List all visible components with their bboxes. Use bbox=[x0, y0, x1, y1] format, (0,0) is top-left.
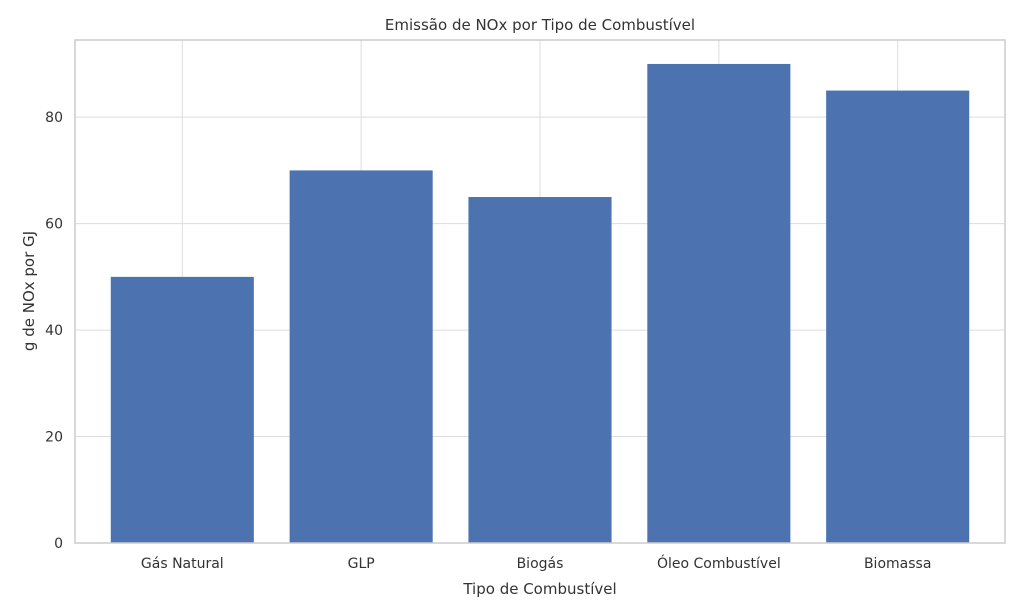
x-tick-label: Biogás bbox=[517, 556, 564, 572]
y-tick-label: 80 bbox=[45, 110, 63, 126]
x-axis-label: Tipo de Combustível bbox=[462, 580, 616, 598]
bar bbox=[647, 63, 791, 543]
chart-title: Emissão de NOx por Tipo de Combustível bbox=[385, 16, 695, 34]
plot-frame bbox=[74, 39, 1006, 544]
x-ticks: Gás Natural GLP Biogás Óleo Combustível Biom… bbox=[141, 554, 932, 572]
y-tick-label: 20 bbox=[45, 430, 63, 446]
y-tick-label: 40 bbox=[45, 323, 63, 339]
bar bbox=[110, 276, 254, 543]
y-axis-label: g de NOx por GJ bbox=[20, 231, 38, 351]
x-tick-label: GLP bbox=[348, 556, 375, 572]
bar bbox=[289, 170, 433, 543]
y-ticks: 0 20 40 60 80 bbox=[45, 110, 63, 552]
bars-layer bbox=[110, 63, 970, 544]
bar bbox=[468, 197, 612, 543]
x-tick-label: Biomassa bbox=[864, 556, 931, 572]
x-tick-label: Gás Natural bbox=[141, 556, 224, 572]
y-tick-label: 60 bbox=[45, 217, 63, 233]
x-tick-label: Óleo Combustível bbox=[657, 554, 781, 572]
y-tick-label: 0 bbox=[54, 536, 63, 552]
bar bbox=[826, 90, 970, 544]
